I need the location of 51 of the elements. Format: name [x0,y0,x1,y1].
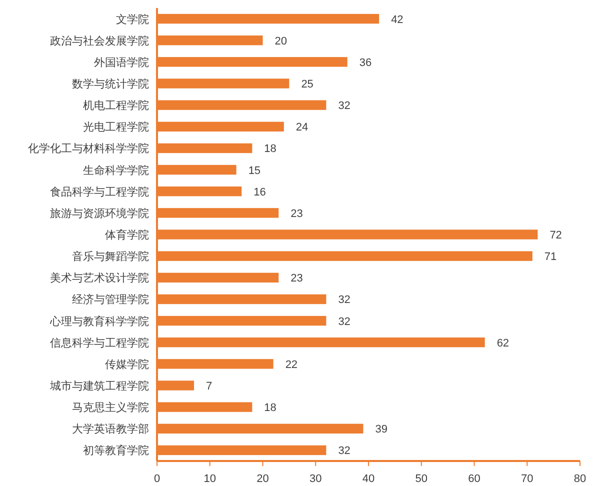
y-tick-label: 音乐与舞蹈学院 [72,250,149,264]
data-label: 20 [274,35,287,48]
x-tick-label: 20 [256,473,269,485]
y-tick-label: 马克思主义学院 [72,401,149,414]
data-label: 36 [359,56,372,69]
data-label: 72 [550,230,562,242]
y-tick-label: 心理与教育科学学院 [49,314,149,328]
data-label: 18 [264,143,276,156]
data-label: 25 [301,78,314,90]
data-label: 32 [338,316,350,328]
data-label: 32 [338,294,350,306]
data-label: 71 [544,251,557,264]
x-tick-label: 10 [204,473,216,485]
y-tick-label: 机电工程学院 [83,99,149,112]
data-label: 24 [296,122,308,134]
x-tick-label: 40 [362,473,375,485]
y-tick-label: 食品科学与工程学院 [50,185,149,198]
y-tick-label: 光电工程学院 [83,120,149,134]
data-label: 18 [264,402,276,414]
data-label: 32 [338,100,350,112]
x-tick-label: 80 [574,473,586,485]
y-tick-label: 信息科学与工程学院 [50,336,149,350]
y-tick-label: 城市与建筑工程学院 [49,380,149,392]
x-tick-label: 60 [468,473,480,485]
y-tick-label: 旅游与资源环境学院 [50,206,149,220]
y-tick-label: 政治与社会发展学院 [50,34,149,48]
x-tick-label: 30 [310,473,322,485]
y-tick-label: 初等教育学院 [83,444,149,458]
x-tick-label: 70 [521,473,534,485]
y-tick-label: 生命科学学院 [83,164,149,177]
data-label: 32 [338,445,350,458]
x-tick-label: 0 [154,473,160,485]
data-label: 7 [206,380,212,392]
y-tick-label: 传媒学院 [105,358,149,371]
data-label: 16 [254,186,266,198]
y-tick-label: 经济与管理学院 [72,293,149,306]
data-label: 23 [290,272,303,285]
y-tick-label: 外国语学院 [94,56,149,69]
x-tick-label: 50 [415,473,428,485]
y-tick-label: 大学英语教学部 [72,422,149,436]
data-label: 15 [248,164,261,177]
data-label: 62 [496,337,510,350]
y-tick-label: 化学化工与材料科学学院 [28,142,149,156]
data-label: 22 [285,358,298,371]
data-label: 42 [391,14,404,26]
y-tick-label: 美术与艺术设计学院 [50,272,149,285]
y-tick-label: 数学与统计学院 [72,78,149,90]
y-tick-label: 文学院 [116,12,149,26]
y-tick-label: 体育学院 [105,228,149,242]
data-label: 39 [375,424,388,436]
data-label: 23 [290,208,303,220]
